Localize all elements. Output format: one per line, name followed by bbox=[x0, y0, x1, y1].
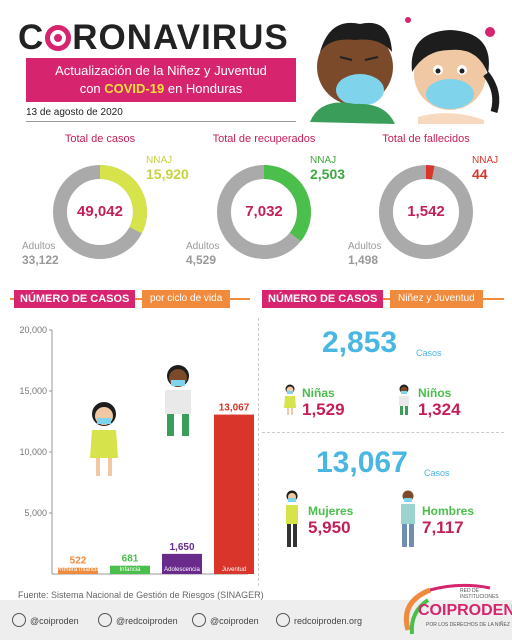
donut-total: 7,032 bbox=[245, 203, 283, 220]
twitter-icon[interactable] bbox=[98, 613, 112, 627]
facebook-handle[interactable]: @coiproden bbox=[30, 616, 79, 626]
bar bbox=[110, 565, 150, 574]
category-label: Primera Infancia bbox=[56, 567, 100, 573]
instagram-handle[interactable]: @coiproden bbox=[210, 616, 259, 626]
y-tick-label: 5,000 bbox=[24, 508, 47, 518]
nnaj-label: NNAJ bbox=[310, 155, 337, 166]
coiproden-logo: RED DE INSTITUCIONES COIPRODEN POR LOS D… bbox=[400, 582, 512, 640]
bar bbox=[214, 414, 254, 574]
youth-total: 13,067 bbox=[316, 446, 408, 479]
data-source: Fuente: Sistema Nacional de Gestión de R… bbox=[18, 590, 264, 600]
left-section-subtitle: por ciclo de vida bbox=[142, 290, 231, 308]
adults-label: Adultos bbox=[186, 241, 220, 252]
masked-children-illustration bbox=[310, 17, 500, 124]
bar-value-label: 13,067 bbox=[219, 403, 250, 414]
girl-illustration bbox=[90, 402, 118, 476]
bar-value-label: 1,650 bbox=[169, 542, 194, 553]
boy-illustration bbox=[165, 365, 191, 436]
girls-count: 1,529 bbox=[302, 400, 345, 419]
subtitle-banner: Actualización de la Niñez y Juventud con… bbox=[26, 58, 296, 102]
donut-total: 1,542 bbox=[407, 203, 445, 220]
logo-name: COIPRODEN bbox=[418, 602, 512, 619]
category-label: Juventud bbox=[222, 567, 246, 573]
y-tick-label: 20,000 bbox=[19, 325, 47, 335]
boys-count: 1,324 bbox=[418, 400, 461, 419]
banner-line-1: Actualización de la Niñez y Juventud bbox=[55, 63, 267, 78]
men-label: Hombres bbox=[422, 504, 475, 518]
girls-label: Niñas bbox=[302, 386, 335, 400]
y-tick-label: 15,000 bbox=[19, 386, 47, 396]
banner-line-2: con COVID-19 en Honduras bbox=[79, 81, 243, 96]
report-date: 13 de agosto de 2020 bbox=[26, 107, 123, 118]
donut-nnaj-arc bbox=[217, 165, 311, 259]
stat-label: Total de fallecidos bbox=[382, 133, 470, 145]
adults-value: 1,498 bbox=[348, 253, 379, 267]
woman-figure-icon bbox=[286, 490, 298, 547]
instagram-icon[interactable] bbox=[192, 613, 206, 627]
left-section-title: NÚMERO DE CASOS bbox=[14, 290, 136, 308]
right-section-title: NÚMERO DE CASOS bbox=[262, 290, 384, 308]
horizontal-divider bbox=[262, 432, 504, 433]
y-tick-label: 10,000 bbox=[19, 447, 47, 457]
logo-top-text: RED DE INSTITUCIONES bbox=[460, 588, 499, 600]
man-figure-icon bbox=[401, 490, 415, 547]
nnaj-label: NNAJ bbox=[146, 155, 173, 166]
donut-total: 49,042 bbox=[77, 203, 123, 220]
nnaj-value: 2,503 bbox=[310, 166, 346, 182]
boys-label: Niños bbox=[418, 386, 452, 400]
virus-o-icon bbox=[45, 25, 72, 51]
vertical-divider bbox=[258, 318, 259, 586]
adults-label: Adultos bbox=[22, 241, 56, 252]
women-count: 5,950 bbox=[308, 518, 351, 537]
donut-chart: 1,542 bbox=[376, 162, 476, 262]
bar-value-label: 681 bbox=[122, 554, 139, 565]
boy-figure-icon bbox=[399, 384, 409, 415]
logo-tagline: POR LOS DERECHOS DE LA NIÑEZ bbox=[426, 622, 510, 628]
donut-chart: 7,032 bbox=[214, 162, 314, 262]
logo-swirl-icon bbox=[403, 583, 491, 635]
adults-label: Adultos bbox=[348, 241, 382, 252]
bar bbox=[162, 553, 202, 574]
stat-label: Total de casos bbox=[64, 133, 136, 145]
category-label: Infancia bbox=[119, 567, 141, 573]
right-section-subtitle: Niñez y Juventud bbox=[390, 290, 483, 308]
page-title: C RONAVIRUS bbox=[18, 18, 289, 57]
children-unit: Casos bbox=[416, 348, 442, 358]
globe-icon[interactable] bbox=[276, 613, 290, 627]
adults-value: 33,122 bbox=[22, 253, 59, 267]
nnaj-label: NNAJ bbox=[472, 155, 499, 166]
girl-figure-icon bbox=[284, 384, 296, 415]
website-link[interactable]: redcoiproden.org bbox=[294, 616, 363, 626]
twitter-handle[interactable]: @redcoiproden bbox=[116, 616, 178, 626]
nnaj-value: 15,920 bbox=[146, 166, 189, 182]
nnaj-value: 44 bbox=[472, 166, 488, 182]
date-divider bbox=[26, 121, 296, 122]
category-label: Adolescencia bbox=[164, 567, 200, 573]
bar bbox=[58, 567, 98, 574]
facebook-icon[interactable] bbox=[12, 613, 26, 627]
adults-value: 4,529 bbox=[186, 253, 217, 267]
footer-bar bbox=[0, 600, 512, 640]
donut-nnaj-arc bbox=[379, 165, 473, 259]
stat-label: Total de recuperados bbox=[212, 133, 316, 145]
men-count: 7,117 bbox=[422, 518, 464, 537]
bar-value-label: 522 bbox=[70, 556, 87, 567]
donut-nnaj-arc bbox=[53, 165, 147, 259]
women-label: Mujeres bbox=[308, 504, 354, 518]
donut-chart: 49,042 bbox=[50, 162, 150, 262]
cases-by-life-cycle-chart: 5,000 10,000 15,000 20,000 522 Primera Infanc… bbox=[8, 318, 254, 588]
youth-unit: Casos bbox=[424, 468, 450, 478]
children-total: 2,853 bbox=[322, 326, 398, 359]
